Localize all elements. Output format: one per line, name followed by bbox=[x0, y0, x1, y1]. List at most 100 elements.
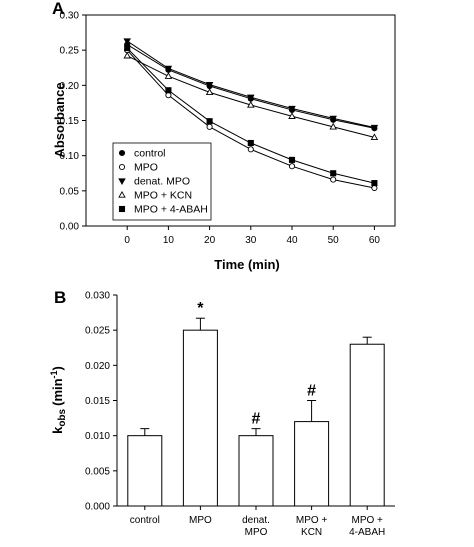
data-point bbox=[330, 176, 337, 183]
panel-b-label: B bbox=[54, 288, 66, 307]
data-point bbox=[123, 38, 131, 46]
series-mpo-4-abah bbox=[124, 45, 378, 187]
data-point bbox=[288, 163, 296, 170]
data-point bbox=[370, 124, 379, 132]
panel-a-y-tick-label: 0.15 bbox=[60, 116, 80, 127]
panel-b-y-tick-label: 0.020 bbox=[85, 361, 110, 372]
significance-marker: # bbox=[307, 383, 316, 400]
panel-a-legend: control MPO denat. MPO MPO + KCN MPO + 4-ABA… bbox=[112, 142, 212, 221]
legend-entry: MPO bbox=[134, 162, 158, 174]
data-point bbox=[206, 123, 213, 130]
panel-b-y-title-sub: obs bbox=[57, 408, 68, 426]
category-label: KCN bbox=[301, 527, 322, 538]
panel-a-axes: 0.00 0.05 0.10 0.15 0.20 0.25 0.30 0 10 20 30 40 50 6… bbox=[60, 11, 396, 246]
legend-marker bbox=[118, 163, 126, 171]
panel-a-x-tick-label: 60 bbox=[369, 235, 381, 246]
data-point bbox=[247, 139, 254, 147]
panel-a-y-tick-label: 0.00 bbox=[60, 222, 80, 233]
panel-b-y-tick-label: 0.015 bbox=[85, 396, 110, 407]
data-point bbox=[165, 92, 172, 99]
data-point bbox=[164, 65, 173, 73]
bar-group: control bbox=[127, 428, 163, 526]
panel-a-x-tick-label: 10 bbox=[163, 235, 175, 246]
bar-group: # denat.MPO bbox=[238, 411, 274, 538]
panel-a-y-axis-title: Absorbance bbox=[52, 82, 67, 157]
panel-a-y-tick-label: 0.10 bbox=[60, 151, 80, 162]
legend-entry: MPO + 4-ABAH bbox=[134, 204, 208, 216]
panel-a-series bbox=[123, 38, 379, 192]
panel-a-y-tick-label: 0.30 bbox=[60, 11, 80, 22]
data-point bbox=[205, 88, 214, 96]
data-point bbox=[329, 115, 337, 123]
data-point bbox=[247, 146, 254, 153]
panel-a-x-tick-label: 30 bbox=[245, 235, 257, 246]
panel-a-x-tick-label: 20 bbox=[204, 235, 216, 246]
series-denat-mpo bbox=[123, 38, 379, 132]
bar bbox=[294, 421, 330, 507]
legend-entry: MPO + KCN bbox=[134, 190, 192, 202]
legend-marker bbox=[118, 190, 126, 198]
panel-a-x-tick-label: 50 bbox=[328, 235, 340, 246]
category-label: control bbox=[130, 515, 160, 526]
data-point bbox=[247, 94, 255, 102]
data-point bbox=[371, 180, 378, 187]
data-point bbox=[165, 87, 172, 94]
legend-marker bbox=[118, 205, 126, 213]
panel-b-y-title-main: k bbox=[50, 426, 65, 434]
panel-a-legend-box bbox=[112, 142, 212, 221]
panel-b-y-title-close: ) bbox=[50, 366, 65, 370]
panel-b-y-tick-label: 0.010 bbox=[85, 431, 110, 442]
legend-entry: control bbox=[134, 148, 166, 160]
panel-b-y-tick-label: 0.030 bbox=[85, 291, 110, 302]
data-point bbox=[288, 156, 296, 163]
bar-group: * MPO bbox=[182, 300, 218, 526]
data-point bbox=[205, 81, 214, 89]
series-control bbox=[124, 41, 378, 132]
panel-a-label: A bbox=[52, 0, 64, 18]
legend-marker bbox=[118, 178, 126, 186]
panel-a-y-tick-label: 0.20 bbox=[60, 81, 80, 92]
data-point bbox=[206, 118, 213, 125]
bar bbox=[349, 343, 385, 507]
data-point bbox=[329, 122, 337, 130]
category-label: MPO + bbox=[296, 515, 328, 526]
category-label: MPO bbox=[245, 527, 268, 538]
panel-b-y-title-unit: (min bbox=[50, 378, 65, 406]
panel-a: A Absorbance Time (min) 0.00 0.05 0.10 0.15… bbox=[52, 0, 396, 272]
data-point bbox=[164, 72, 173, 79]
panel-b: B kobs(min-1) 0.0000.0050.0100.0150.0200… bbox=[49, 288, 395, 538]
category-label: denat. bbox=[242, 515, 270, 526]
panel-a-x-axis-title: Time (min) bbox=[214, 257, 280, 272]
significance-marker: # bbox=[252, 411, 261, 428]
category-label: MPO + bbox=[351, 515, 383, 526]
panel-a-y-tick-label: 0.25 bbox=[60, 46, 80, 57]
significance-marker: * bbox=[197, 300, 204, 317]
category-label: 4-ABAH bbox=[349, 527, 385, 538]
panel-b-y-tick-label: 0.000 bbox=[85, 502, 110, 513]
data-point bbox=[124, 45, 131, 52]
panel-b-y-tick-label: 0.005 bbox=[85, 466, 110, 477]
data-point bbox=[247, 100, 255, 108]
panel-a-x-tick-label: 0 bbox=[124, 235, 130, 246]
data-point bbox=[370, 133, 379, 141]
bar bbox=[182, 329, 218, 507]
category-label: MPO bbox=[189, 515, 212, 526]
bar bbox=[127, 435, 163, 507]
series-mpo bbox=[124, 47, 378, 192]
panel-b-y-title-sup: -1 bbox=[49, 370, 59, 378]
panel-a-y-tick-label: 0.05 bbox=[60, 186, 80, 197]
data-point bbox=[288, 112, 296, 119]
legend-entry: denat. MPO bbox=[134, 176, 190, 188]
panel-a-x-tick-label: 40 bbox=[286, 235, 298, 246]
bar-group: # MPO +KCN bbox=[294, 383, 330, 538]
series-line bbox=[126, 40, 375, 129]
legend-marker bbox=[118, 149, 126, 157]
panel-b-y-tick-label: 0.025 bbox=[85, 326, 110, 337]
data-point bbox=[371, 184, 378, 192]
panel-b-axes: 0.000 0.005 0.010 0.015 0.020 0.025 0.030 bbox=[85, 291, 395, 513]
bar-group: MPO +4-ABAH bbox=[349, 336, 385, 538]
data-point bbox=[288, 105, 296, 113]
series-mpo-kcn bbox=[123, 51, 379, 141]
